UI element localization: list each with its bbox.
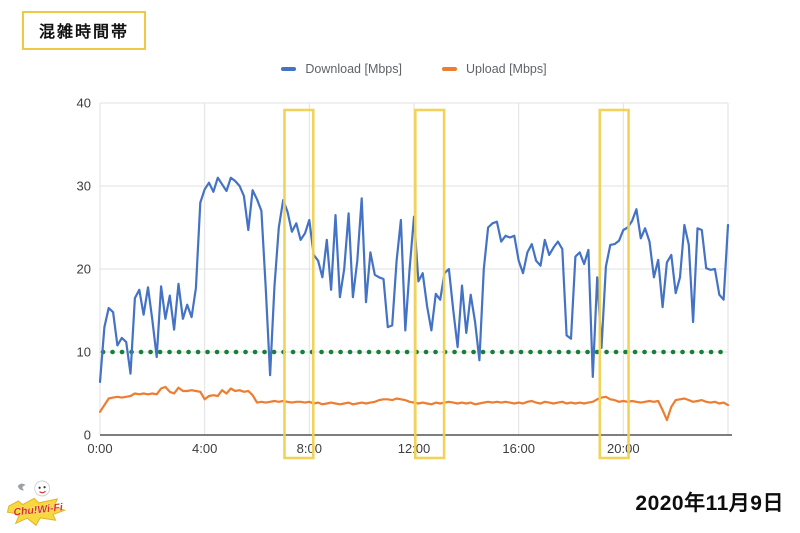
- y-axis-tick-label: 20: [77, 262, 91, 277]
- y-axis-tick-label: 40: [77, 96, 91, 111]
- logo-smoke-squiggle: [17, 483, 26, 491]
- legend-item-upload: Upload [Mbps]: [441, 62, 547, 76]
- upload-series-line: [98, 385, 730, 422]
- date-label: 2020年11月9日: [635, 492, 784, 515]
- x-axis-tick-label: 4:00: [192, 441, 217, 456]
- x-axis-tick-label: 8:00: [297, 441, 322, 456]
- chart-legend: Download [Mbps] Upload [Mbps]: [100, 62, 728, 76]
- congestion-highlight-box: [598, 108, 630, 460]
- y-axis-tick-label: 30: [77, 179, 91, 194]
- title-box: 混雑時間帯: [22, 11, 147, 50]
- logo-eye-right: [43, 486, 46, 489]
- legend-item-download: Download [Mbps]: [281, 62, 402, 76]
- logo-mouth: [39, 490, 46, 494]
- congestion-highlight-box: [283, 108, 315, 460]
- y-axis-tick-label: 10: [77, 345, 91, 360]
- x-axis-tick-label: 0:00: [87, 441, 112, 456]
- logo-bubble: [6, 497, 67, 527]
- logo-text: Chu!Wi-Fi: [13, 501, 65, 518]
- page-title: 混雑時間帯: [39, 24, 130, 41]
- legend-label-upload: Upload [Mbps]: [465, 62, 547, 76]
- line-chart: 0 10 20 30 40 0:00 4:00 8:00 12:00 16:00 20:00: [0, 90, 760, 478]
- x-axis-tick-label: 16:00: [502, 441, 535, 456]
- congestion-highlight-box: [414, 108, 446, 460]
- chuwifi-logo: Chu!Wi-Fi: [6, 480, 67, 527]
- chart-svg: 0 10 20 30 40 0:00 4:00 8:00 12:00 16:00 20:00: [77, 96, 732, 460]
- download-series-swatch: [281, 67, 297, 71]
- download-series-line: [98, 176, 730, 383]
- x-axis-tick-label: 12:00: [398, 441, 431, 456]
- x-axis-tick-label: 20:00: [607, 441, 640, 456]
- logo-eye-left: [38, 486, 41, 489]
- y-axis-tick-label: 0: [84, 428, 91, 443]
- upload-series-swatch: [441, 67, 457, 71]
- logo-face: [34, 480, 51, 497]
- legend-label-download: Download [Mbps]: [305, 62, 402, 76]
